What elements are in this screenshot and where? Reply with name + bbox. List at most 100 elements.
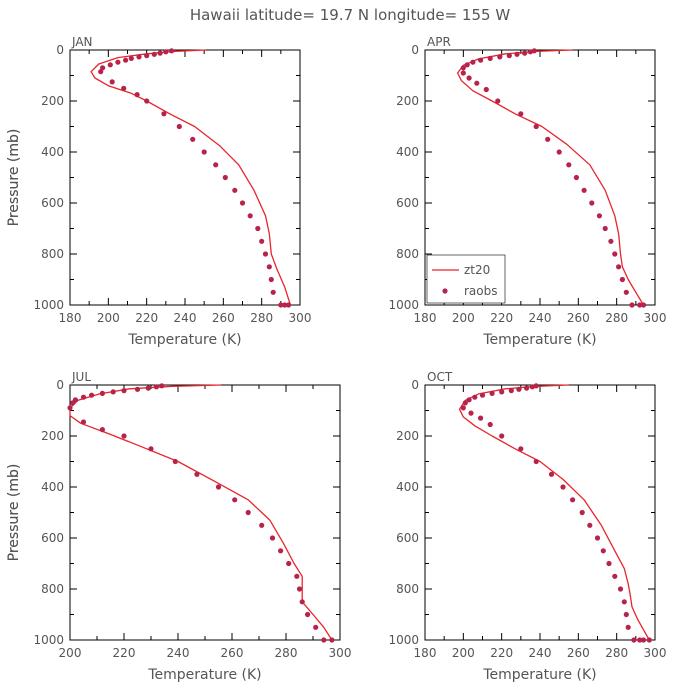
raobs-point: [612, 573, 618, 579]
y-tick-label: 600: [41, 196, 64, 210]
raobs-point: [268, 276, 274, 283]
raobs-point: [80, 394, 87, 400]
raobs-point: [157, 50, 163, 56]
raobs-point: [136, 54, 142, 60]
y-tick-label: 400: [396, 480, 419, 494]
raobs-point: [128, 55, 134, 62]
raobs-point: [640, 637, 647, 643]
plot-frame: [69, 49, 301, 306]
raobs-point: [460, 70, 466, 76]
raobs-point: [589, 200, 595, 206]
raobs-point: [190, 136, 196, 142]
raobs-point: [259, 238, 265, 244]
series-line-zt20: [458, 384, 650, 641]
x-tick-label: 300: [329, 646, 352, 660]
y-axis-title: Pressure (mb): [6, 129, 22, 227]
x-tick-label: 260: [567, 646, 590, 660]
raobs-point: [548, 471, 555, 477]
raobs-point: [278, 548, 284, 554]
raobs-point: [89, 392, 95, 398]
raobs-point: [121, 85, 127, 91]
raobs-point: [464, 62, 470, 68]
x-tick-label: 260: [221, 646, 244, 660]
raobs-point: [215, 484, 222, 490]
raobs-point: [623, 289, 629, 295]
raobs-point: [305, 611, 311, 618]
raobs-point: [99, 427, 105, 433]
x-tick-label: 200: [59, 646, 82, 660]
raobs-point: [144, 53, 150, 59]
raobs-point: [631, 637, 637, 643]
raobs-point: [533, 383, 539, 389]
raobs-point: [286, 560, 292, 567]
x-axis-title: Temperature (K): [482, 667, 596, 683]
x-tick-label: 260: [212, 311, 235, 325]
raobs-point: [213, 162, 219, 168]
raobs-point: [533, 458, 539, 465]
raobs-point: [560, 484, 566, 490]
raobs-point: [479, 392, 486, 398]
raobs-point: [518, 111, 524, 117]
raobs-point: [629, 302, 635, 308]
raobs-point: [148, 446, 154, 452]
raobs-point: [100, 65, 106, 71]
raobs-point: [201, 149, 207, 155]
raobs-point: [321, 637, 327, 643]
panel-jul: JUL 200 220 240 260 280 300 0 200 400 600 800 1000 Te…: [6, 370, 351, 683]
y-tick-label: 800: [396, 247, 419, 261]
raobs-point: [232, 497, 238, 503]
y-tick-label: 600: [41, 531, 64, 545]
y-axis-title: Pressure (mb): [6, 464, 22, 562]
raobs-point: [67, 405, 73, 411]
x-tick-label: 280: [605, 646, 628, 660]
raobs-point: [468, 410, 474, 416]
raobs-point: [194, 471, 200, 477]
panel-oct: OCT 180 200 220 240 260 280 300 0 200 400 600 800 100…: [6, 370, 666, 683]
x-tick-label: 180: [414, 311, 437, 325]
series-line-zt20: [90, 49, 292, 306]
x-axis-title: Temperature (K): [482, 332, 596, 348]
x-axis-title: Temperature (K): [147, 667, 261, 683]
y-tick-label: 0: [56, 43, 64, 57]
raobs-point: [616, 264, 622, 270]
raobs-point: [545, 136, 551, 142]
raobs-point: [294, 573, 300, 579]
raobs-point: [107, 62, 113, 68]
x-tick-label: 220: [490, 646, 513, 660]
raobs-point: [495, 98, 501, 104]
raobs-point: [466, 75, 472, 81]
raobs-point: [646, 637, 652, 643]
raobs-point: [462, 400, 468, 406]
raobs-point: [161, 111, 167, 117]
x-axis-title: Temperature (K): [127, 332, 241, 348]
raobs-point: [573, 174, 580, 181]
raobs-point: [508, 388, 514, 394]
raobs-point: [566, 162, 572, 168]
plot-frame: [424, 384, 656, 641]
x-tick-label: 240: [174, 311, 197, 325]
raobs-point: [299, 599, 305, 605]
raobs-point: [172, 458, 178, 465]
raobs-point: [232, 187, 238, 193]
y-tick-label: 200: [396, 94, 419, 108]
panel-apr: APR 180 200 220 240 260 280 300 0 200 400 600 800 100…: [6, 35, 666, 348]
y-tick-label: 800: [41, 582, 64, 596]
x-tick-label: 300: [289, 311, 312, 325]
raobs-point: [278, 302, 284, 308]
y-tick-label: 400: [41, 145, 64, 159]
panel-label: JUL: [71, 370, 91, 384]
x-tick-label: 200: [452, 311, 475, 325]
raobs-point: [637, 302, 643, 308]
raobs-point: [483, 86, 489, 93]
raobs-point: [514, 51, 520, 57]
x-tick-label: 300: [644, 646, 667, 660]
raobs-point: [285, 302, 292, 308]
raobs-point: [99, 390, 105, 396]
legend: zt20 raobs: [426, 254, 506, 304]
x-tick-label: 220: [135, 311, 158, 325]
x-tick-label: 240: [529, 311, 552, 325]
raobs-point: [608, 238, 614, 244]
legend-box: [426, 254, 506, 304]
figure-title: Hawaii latitude= 19.7 N longitude= 155 W: [190, 6, 510, 24]
